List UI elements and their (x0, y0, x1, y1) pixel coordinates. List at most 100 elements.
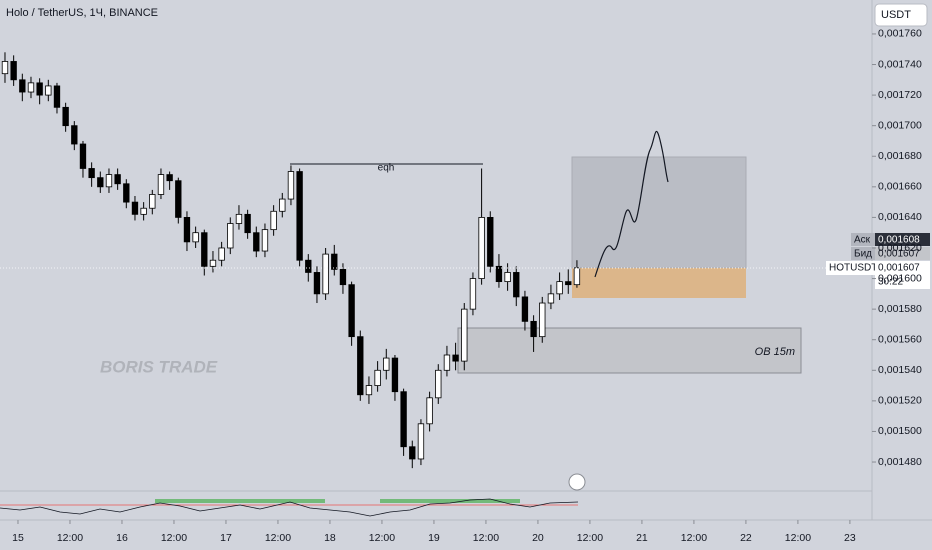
candle-body (19, 79, 26, 93)
candle-body (227, 223, 234, 249)
candle-body (495, 265, 503, 283)
indicator-band (155, 499, 325, 503)
bid-label: Бид (854, 249, 872, 260)
candle-body (71, 125, 78, 145)
candle-body (400, 391, 407, 448)
candle-body (235, 213, 243, 224)
x-tick-label: 12:00 (473, 532, 499, 544)
candle-body (469, 278, 477, 310)
candle-body (244, 213, 251, 234)
candle-body (45, 85, 52, 96)
candle-body (452, 354, 459, 362)
x-tick-label: 16 (116, 532, 128, 544)
candle-body (175, 180, 182, 218)
candle-body (409, 446, 416, 460)
candle-body (166, 174, 173, 182)
candle-body (487, 217, 494, 267)
projection-path (594, 131, 669, 278)
candle-body (123, 183, 130, 203)
candle-body (348, 284, 355, 338)
ob-box (457, 327, 802, 374)
last-box (875, 261, 930, 289)
x-tick-label: 12:00 (265, 532, 291, 544)
ob-label: OB 15m (755, 346, 795, 358)
candle-body (365, 385, 373, 396)
candle-body (201, 232, 208, 267)
candle-body (287, 171, 295, 200)
candle-body (270, 210, 277, 231)
ask-label: Аск (854, 235, 871, 246)
candle-body (97, 177, 104, 188)
candle-body (417, 423, 425, 460)
candle-body (357, 336, 364, 396)
y-tick-label: 0,001560 (878, 333, 922, 345)
candle-body (279, 198, 286, 212)
candle-body (435, 369, 442, 399)
x-tick-label: 23 (844, 532, 856, 544)
candle-body (530, 320, 537, 338)
x-tick-label: 12:00 (57, 532, 83, 544)
currency-label[interactable]: USDT (881, 9, 911, 21)
symbol-box (826, 261, 875, 275)
x-tick-label: 22 (740, 532, 752, 544)
candle-body (105, 174, 113, 188)
y-tick-label: 0,001660 (878, 181, 922, 193)
candle-body (521, 296, 529, 322)
x-tick-label: 12:00 (161, 532, 187, 544)
eqh-label: eqh (378, 163, 395, 174)
x-tick-label: 21 (636, 532, 648, 544)
candle-body (383, 357, 390, 371)
watermark: BORIS TRADE (100, 357, 218, 376)
candle-body (547, 293, 555, 304)
candle-body (513, 272, 520, 298)
indicator-line (0, 498, 579, 517)
candle-body (539, 302, 546, 338)
candle-body (183, 217, 191, 243)
candle-body (114, 174, 121, 185)
currency-button[interactable] (874, 3, 928, 27)
chart-title: Holo / TetherUS, 1Ч, BINANCE (6, 7, 158, 19)
y-tick-label: 0,001480 (878, 456, 922, 468)
candle-body (218, 247, 225, 261)
bid-label-box (851, 247, 875, 260)
ask-label-box (851, 233, 875, 246)
candle-body (374, 369, 381, 386)
ask-value: 0,001608 (878, 235, 920, 246)
x-tick-label: 17 (220, 532, 232, 544)
y-tick-label: 0,001580 (878, 303, 922, 315)
stop-zone (572, 268, 746, 298)
x-tick-label: 12:00 (369, 532, 395, 544)
symbol-label: HOTUSDT (829, 263, 877, 274)
y-tick-label: 0,001720 (878, 89, 922, 101)
candle-body (209, 259, 217, 267)
bid-value: 0,001607 (878, 249, 920, 260)
candle-body (443, 354, 451, 371)
candle-body (391, 357, 399, 393)
countdown: 30:22 (878, 277, 903, 288)
candle-body (157, 174, 165, 195)
y-tick-label: 0,001540 (878, 364, 922, 376)
candle-body (149, 194, 156, 209)
indicator-band (380, 499, 520, 503)
y-tick-label: 0,001500 (878, 425, 922, 437)
candle-body (79, 143, 87, 169)
candle-body (305, 259, 312, 273)
candle-body (339, 268, 347, 286)
candle-body (296, 171, 303, 261)
event-icon[interactable] (568, 473, 586, 491)
y-tick-label: 0,001640 (878, 211, 922, 223)
candle-body (261, 229, 269, 252)
bid-box (875, 247, 930, 260)
x-tick-label: 19 (428, 532, 440, 544)
y-tick-label: 0,001520 (878, 395, 922, 407)
y-tick-label: 0,001700 (878, 119, 922, 131)
target-zone (571, 156, 747, 269)
y-tick-label: 0,001620 (878, 242, 922, 254)
candle-body (88, 168, 95, 179)
candle-body (461, 308, 468, 362)
candle-body (426, 397, 433, 425)
candle-body (313, 272, 321, 295)
